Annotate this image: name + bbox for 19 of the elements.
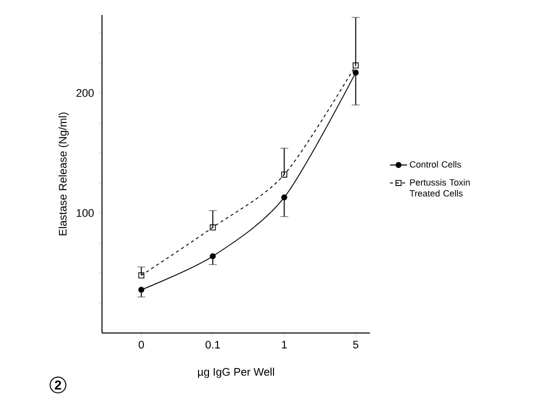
x-tick-label: 1 xyxy=(282,340,287,348)
point xyxy=(281,172,288,178)
y-tick-label: 200 xyxy=(76,89,94,97)
point xyxy=(352,70,359,76)
point xyxy=(281,194,288,200)
point xyxy=(138,286,144,293)
point xyxy=(352,62,359,68)
y-axis-title: Elastase Release (Ng/ml) xyxy=(58,112,69,236)
x-tick-label: 5 xyxy=(353,340,358,348)
legend-label: Pertussis Toxin Treated Cells xyxy=(410,178,470,197)
legend-label: Control Cells xyxy=(410,161,461,168)
point xyxy=(210,224,216,230)
point xyxy=(138,272,144,278)
x-tick-label: 0.1 xyxy=(206,340,220,349)
text: 2 xyxy=(54,380,62,390)
x-tick-label: 0 xyxy=(138,340,144,349)
point xyxy=(210,253,216,260)
y-tick-label: 100 xyxy=(76,209,94,217)
x-axis-title: µg IgG Per Well xyxy=(198,368,274,378)
